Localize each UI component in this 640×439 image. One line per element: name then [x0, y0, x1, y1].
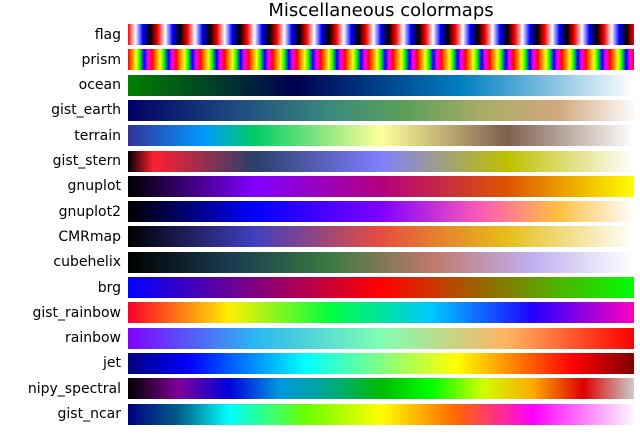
- colormap-bar-rainbow: [128, 327, 634, 349]
- colormap-bar-gnuplot: [128, 175, 634, 197]
- colormap-label-gist-earth: gist_earth: [51, 102, 121, 119]
- colormap-bar-jet: [128, 352, 634, 374]
- colormap-label-terrain: terrain: [74, 127, 121, 144]
- colormap-label-nipy-spectral: nipy_spectral: [27, 380, 121, 397]
- colormap-bar-gist-earth: [128, 99, 634, 121]
- colormap-bar-ocean: [128, 74, 634, 96]
- colormap-label-cubehelix: cubehelix: [53, 254, 121, 271]
- colormap-label-prism: prism: [81, 51, 121, 68]
- colormap-label-cmrmap: CMRmap: [58, 228, 121, 245]
- colormap-bar-gist-rainbow: [128, 302, 634, 324]
- chart-title: Miscellaneous colormaps: [268, 0, 494, 21]
- colormap-label-rainbow: rainbow: [65, 330, 121, 347]
- colormap-label-gist-stern: gist_stern: [52, 153, 121, 169]
- colormap-label-gnuplot2: gnuplot2: [58, 203, 121, 220]
- colormap-bar-gnuplot2: [128, 201, 634, 223]
- colormap-label-ocean: ocean: [78, 77, 121, 94]
- colormap-bar-nipy-spectral: [128, 378, 634, 400]
- colormap-label-jet: jet: [103, 355, 121, 372]
- colormap-bar-cubehelix: [128, 251, 634, 273]
- colormap-label-gnuplot: gnuplot: [67, 178, 121, 195]
- colormap-label-flag: flag: [94, 26, 121, 43]
- colormap-bar-terrain: [128, 125, 634, 147]
- colormap-bar-flag: [128, 24, 634, 45]
- colormap-label-gist-rainbow: gist_rainbow: [32, 304, 121, 321]
- colormap-bar-cmrmap: [128, 226, 634, 248]
- colormap-label-brg: brg: [97, 279, 121, 296]
- colormap-bar-brg: [128, 277, 634, 298]
- colormap-bar-gist-stern: [128, 150, 634, 172]
- colormap-label-gist-ncar: gist_ncar: [57, 406, 121, 422]
- colormap-bar-prism: [128, 49, 634, 71]
- colormap-bar-gist-ncar: [128, 403, 634, 425]
